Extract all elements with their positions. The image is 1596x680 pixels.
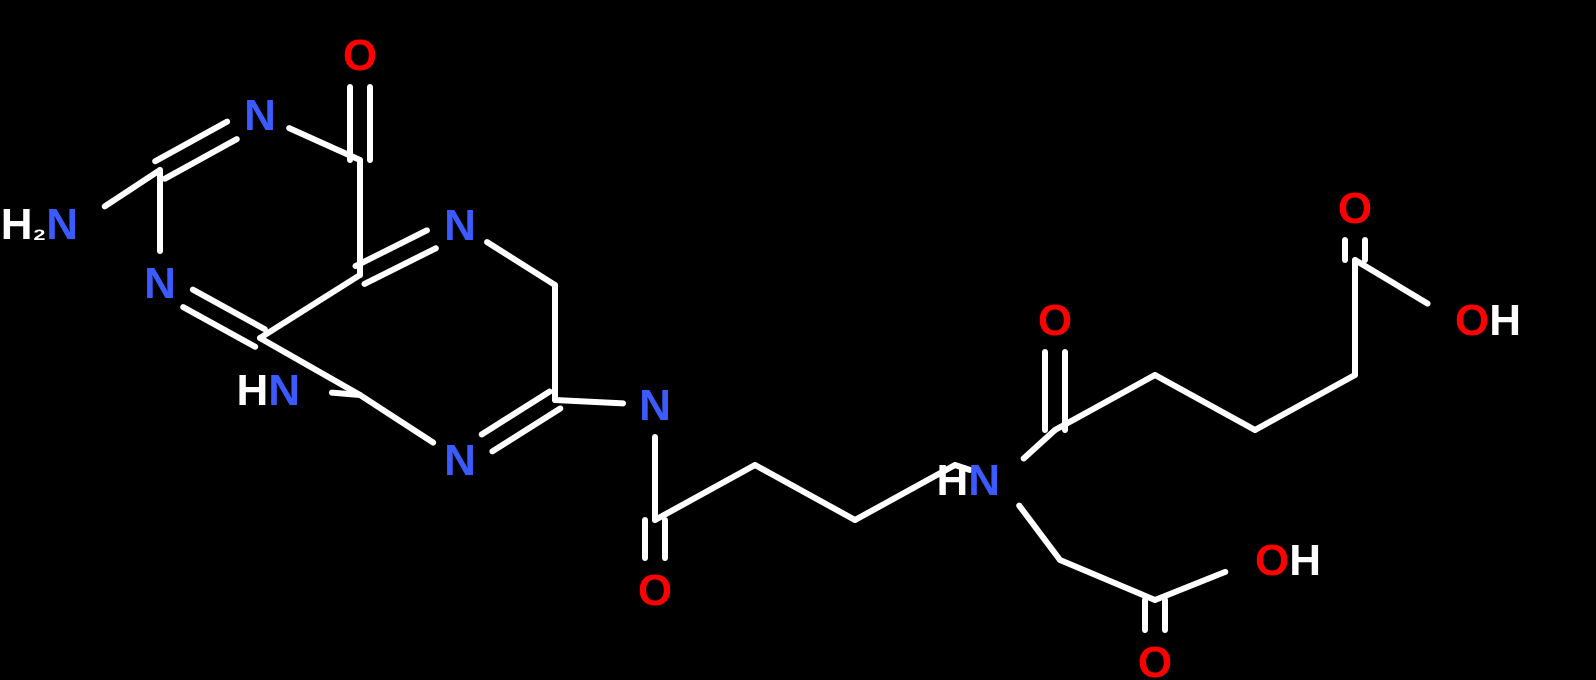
atom-label: O	[1138, 638, 1172, 680]
bond	[1255, 375, 1355, 430]
bond	[105, 170, 160, 206]
atom-label: HN	[936, 456, 1000, 505]
bond	[332, 393, 360, 395]
atom-label: OH	[1255, 536, 1321, 585]
bond	[1055, 375, 1155, 430]
bond	[360, 395, 433, 443]
bond	[1155, 375, 1255, 430]
atom-label: O	[638, 566, 672, 615]
atom-label: N	[244, 91, 276, 140]
molecule-diagram: O N H₂N N N N HN N O HN O O OH O OH	[0, 0, 1596, 680]
atom-label: N	[144, 259, 176, 308]
bond	[183, 307, 255, 347]
bond	[555, 400, 623, 403]
bond	[655, 465, 755, 520]
atom-label: HN	[236, 366, 300, 415]
labels-layer: O N H₂N N N N HN N O HN O O OH O OH	[1, 31, 1521, 680]
atom-label: O	[1038, 296, 1072, 345]
bond	[1355, 260, 1428, 304]
atom-label: N	[639, 381, 671, 430]
bond	[487, 242, 555, 285]
atom-label: O	[1338, 184, 1372, 233]
bond	[755, 465, 855, 520]
atom-label: O	[343, 31, 377, 80]
bond	[1019, 506, 1060, 560]
atom-label: N	[444, 436, 476, 485]
bond	[1024, 430, 1055, 458]
atom-label: OH	[1455, 296, 1521, 345]
bond	[165, 139, 237, 179]
bond	[155, 122, 227, 162]
bond	[482, 392, 550, 435]
bond	[492, 408, 560, 451]
atom-label: H₂N	[1, 200, 78, 249]
bond	[1155, 572, 1225, 600]
bonds-layer	[105, 87, 1428, 630]
bond	[193, 290, 265, 330]
atom-label: N	[444, 201, 476, 250]
bond	[1060, 560, 1155, 600]
bond	[260, 275, 360, 338]
